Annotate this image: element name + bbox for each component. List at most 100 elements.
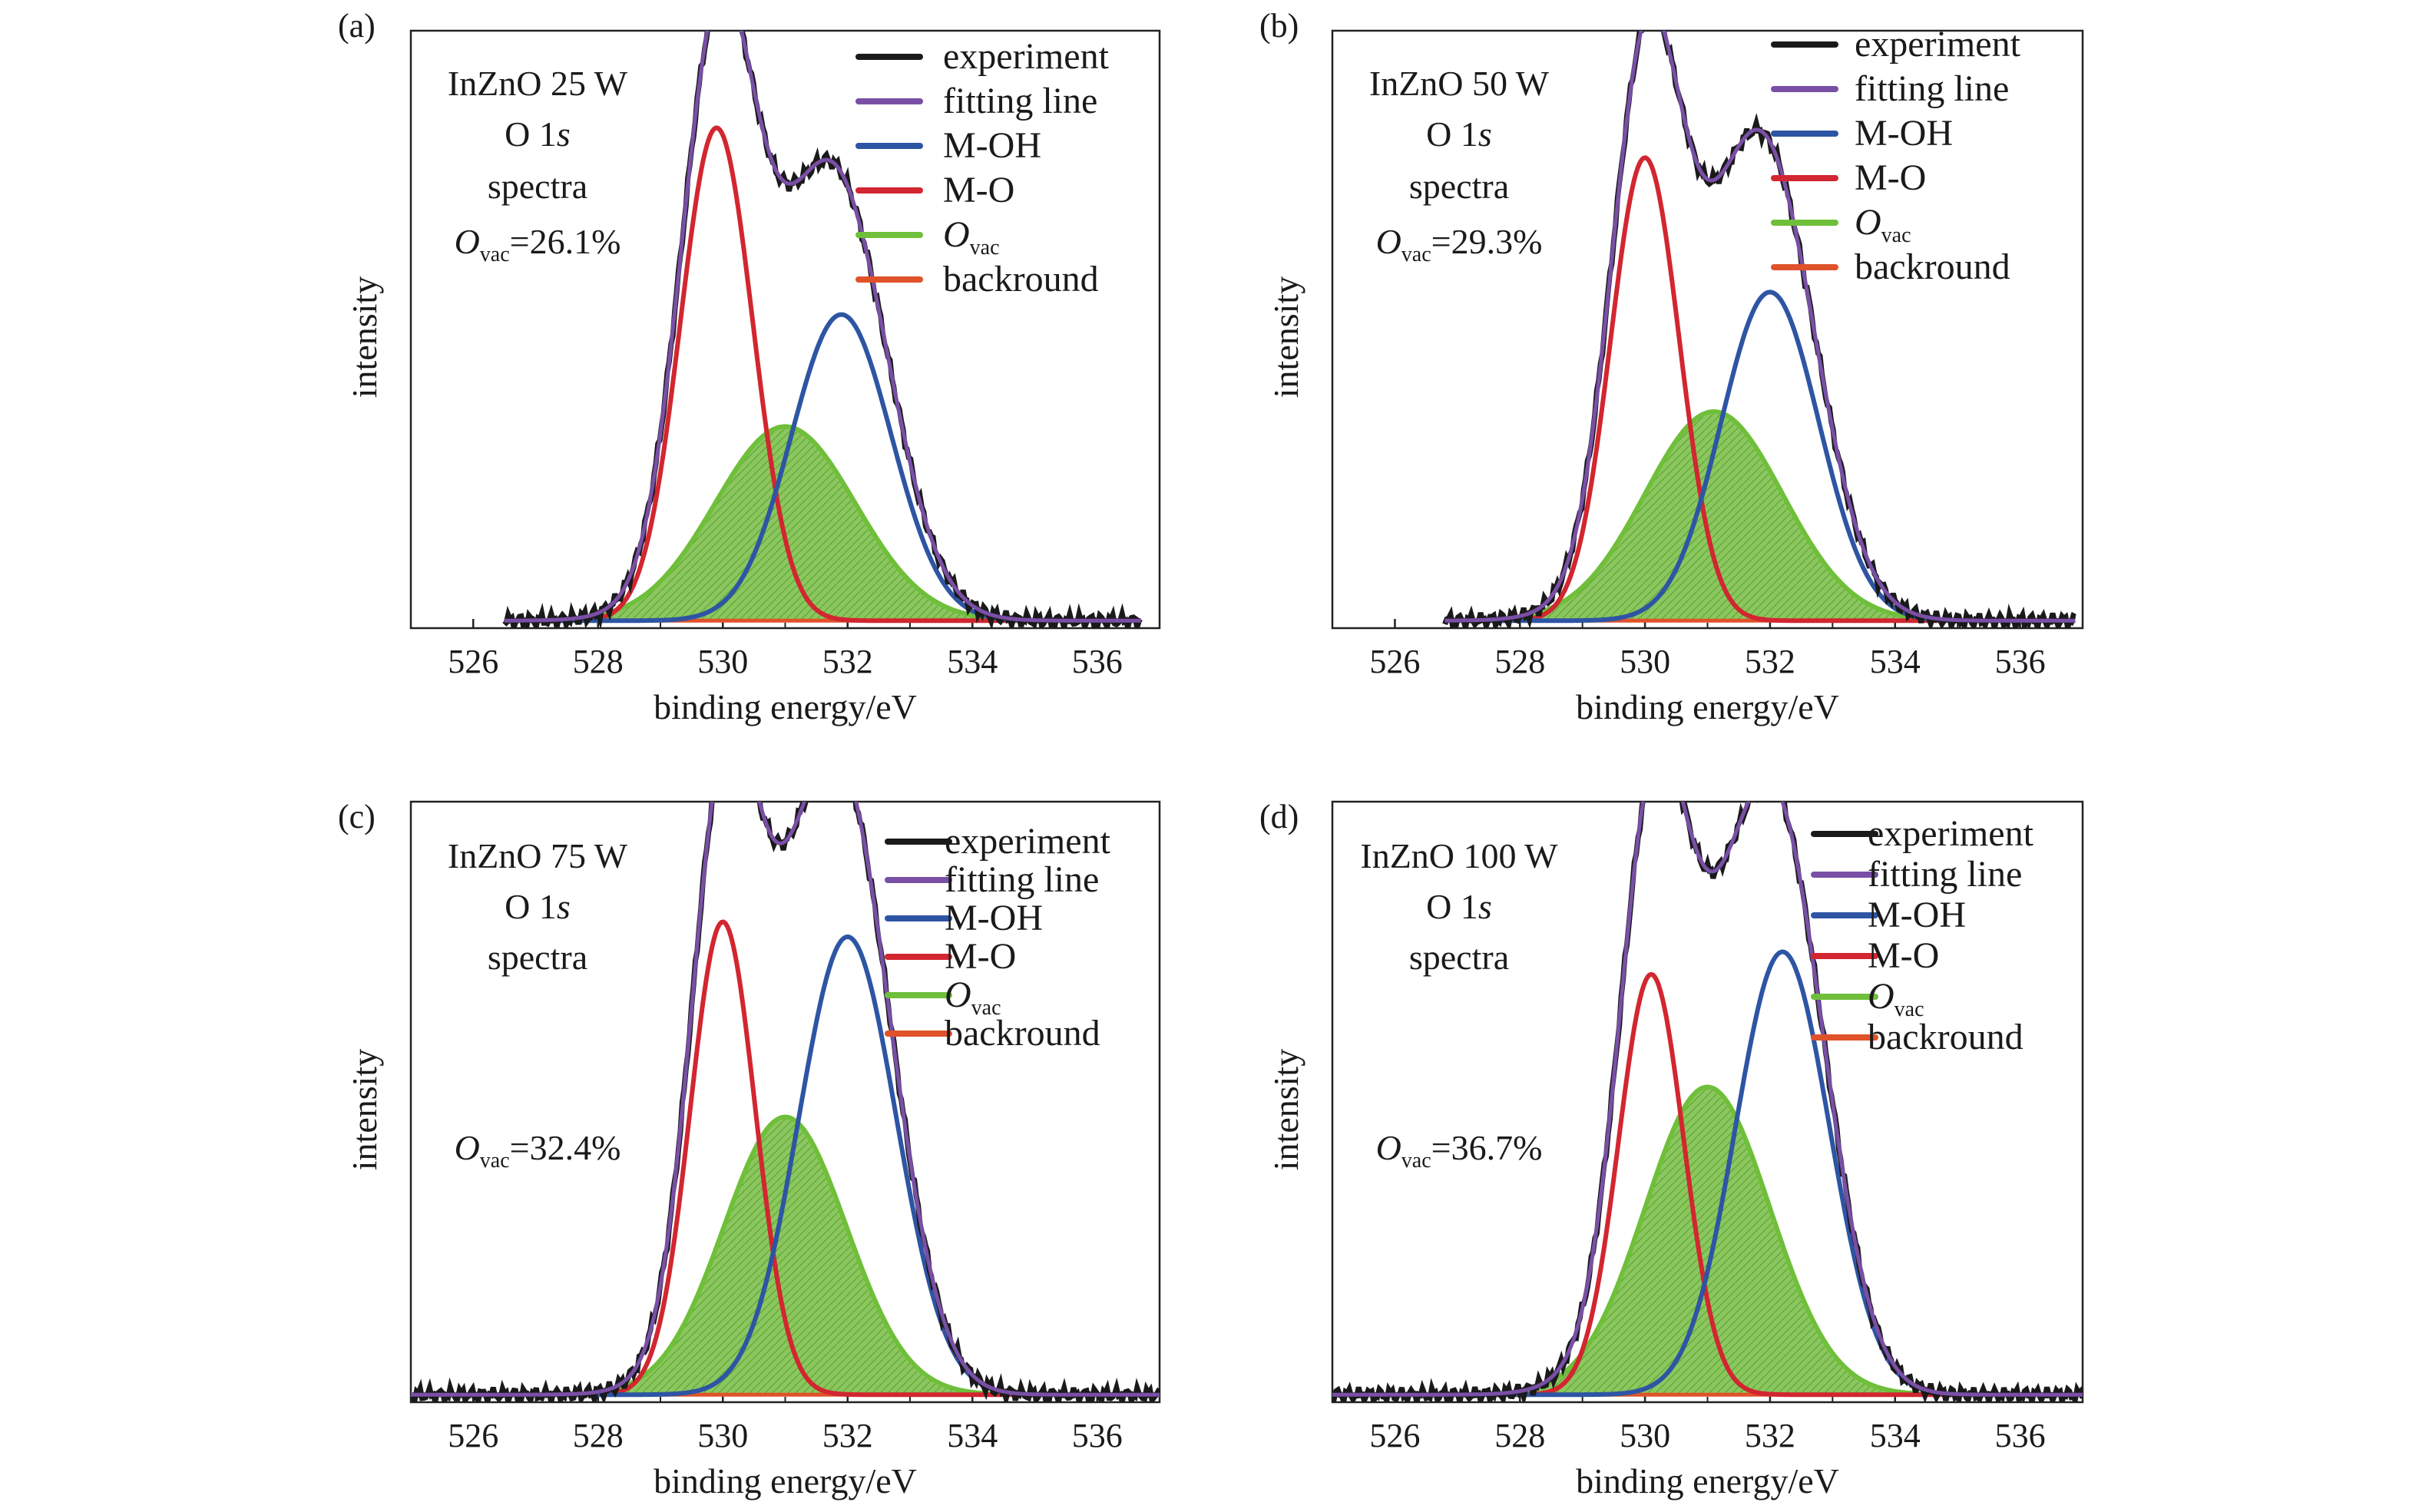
annotation-ovac: Ovac=36.7% xyxy=(1376,1128,1543,1173)
panel-d: 526 528 530 532 534 536 binding energy/eV inten… xyxy=(1259,798,2084,1500)
annotation: InZnO 100 W O 1s spectra Ovac=36.7% xyxy=(1360,836,1558,1173)
legend-label-background: backround xyxy=(1855,246,2010,287)
y-axis-title: intensity xyxy=(1266,1049,1305,1170)
y-axis-title: intensity xyxy=(345,1049,384,1170)
legend-label-moh: M-OH xyxy=(943,125,1041,166)
legend-label-moh: M-OH xyxy=(1868,895,1966,935)
x-tick-label: 526 xyxy=(448,643,498,680)
annotation: InZnO 50 W O 1s spectra Ovac=29.3% xyxy=(1369,64,1550,266)
panel-letter: (d) xyxy=(1259,798,1299,835)
annotation-title: InZnO 100 W xyxy=(1360,836,1558,875)
panel-letter: (b) xyxy=(1259,7,1299,45)
plot-area xyxy=(411,802,1160,1402)
ovac-area xyxy=(1444,412,2076,621)
x-tick-label: 536 xyxy=(1995,1417,2046,1454)
legend-label-fitting: fitting line xyxy=(1855,68,2009,109)
annotation-ovac: Ovac=32.4% xyxy=(455,1128,621,1173)
fitting-line xyxy=(1444,31,2076,623)
legend-label-background: backround xyxy=(1868,1017,2024,1057)
annotation-title: InZnO 75 W xyxy=(448,836,628,875)
legend-label-ovac: Ovac xyxy=(943,214,1000,260)
y-axis-title: intensity xyxy=(1266,276,1305,398)
x-tick-label: 532 xyxy=(1745,1417,1795,1454)
ovac-area xyxy=(504,426,1141,621)
legend-label-fitting: fitting line xyxy=(945,859,1099,900)
legend-label-mo: M-O xyxy=(1855,157,1926,198)
legend-label-ovac: Ovac xyxy=(1855,202,1911,247)
x-tick-label: 530 xyxy=(1620,1417,1670,1454)
legend-label-moh: M-OH xyxy=(1855,113,1953,154)
legend-label-experiment: experiment xyxy=(943,36,1110,77)
fitting-line xyxy=(1332,802,2083,1397)
x-tick-label: 532 xyxy=(1745,643,1795,680)
x-tick-label: 530 xyxy=(1620,643,1670,680)
plot-area xyxy=(1332,802,2083,1402)
x-tick-label: 530 xyxy=(697,643,748,680)
x-tick-label: 528 xyxy=(1494,643,1545,680)
annotation-spectrum: O 1s xyxy=(505,887,571,926)
annotation-title: InZnO 50 W xyxy=(1369,64,1550,103)
x-axis-title: binding energy/eV xyxy=(1576,687,1839,726)
x-tick-label: 528 xyxy=(573,643,624,680)
legend-label-background: backround xyxy=(943,259,1099,299)
x-tick-label: 536 xyxy=(1995,643,2046,680)
annotation-spectra: spectra xyxy=(488,167,587,206)
x-tick-label: 526 xyxy=(1369,1417,1420,1454)
annotation: InZnO 25 W O 1s spectra Ovac=26.1% xyxy=(448,64,628,266)
annotation-title: InZnO 25 W xyxy=(448,64,628,103)
panel-letter: (c) xyxy=(338,798,376,835)
ovac-area xyxy=(411,1117,1160,1395)
legend-label-mo: M-O xyxy=(1868,935,1939,976)
legend-label-fitting: fitting line xyxy=(1868,854,2022,895)
annotation-spectrum: O 1s xyxy=(1426,887,1492,926)
x-axis-title: binding energy/eV xyxy=(654,1461,917,1500)
legend-label-experiment: experiment xyxy=(1868,813,2034,854)
x-tick-label: 526 xyxy=(1369,643,1420,680)
annotation-spectrum: O 1s xyxy=(505,114,571,154)
x-axis-title: binding energy/eV xyxy=(654,687,917,726)
panel-letter: (a) xyxy=(338,7,376,45)
x-tick-label: 532 xyxy=(822,643,873,680)
annotation: InZnO 75 W O 1s spectra Ovac=32.4% xyxy=(448,836,628,1173)
x-tick-label: 536 xyxy=(1072,643,1123,680)
plot-area xyxy=(502,31,1143,628)
x-tick-label: 528 xyxy=(573,1417,624,1454)
fitting-line xyxy=(411,802,1160,1397)
legend-label-ovac: Ovac xyxy=(1868,976,1924,1021)
legend-label-background: backround xyxy=(945,1013,1100,1054)
y-axis-title: intensity xyxy=(345,276,384,398)
annotation-ovac: Ovac=26.1% xyxy=(455,222,621,266)
x-tick-label: 536 xyxy=(1072,1417,1123,1454)
legend-label-experiment: experiment xyxy=(945,821,1111,862)
annotation-spectra: spectra xyxy=(1409,167,1509,206)
annotation-spectra: spectra xyxy=(1409,938,1509,977)
panel-b: 526 528 530 532 534 536 binding energy/eV inten… xyxy=(1259,7,2084,726)
ovac-area xyxy=(1332,1087,2083,1395)
annotation-ovac: Ovac=29.3% xyxy=(1376,222,1543,266)
x-tick-label: 528 xyxy=(1494,1417,1545,1454)
legend-label-mo: M-O xyxy=(945,936,1016,977)
panel-a: 526 528 530 532 534 536 binding energy/eV inten… xyxy=(338,7,1161,726)
x-tick-label: 530 xyxy=(697,1417,748,1454)
fitting-line xyxy=(504,31,1141,623)
x-tick-label: 534 xyxy=(1870,1417,1921,1454)
panel-c: 526 528 530 532 534 536 binding energy/eV inten… xyxy=(338,798,1161,1500)
legend-label-ovac: Ovac xyxy=(945,974,1001,1020)
legend-label-moh: M-OH xyxy=(945,898,1043,938)
legend-label-fitting: fitting line xyxy=(943,81,1097,121)
annotation-spectrum: O 1s xyxy=(1426,114,1492,154)
legend-label-mo: M-O xyxy=(943,170,1014,210)
x-axis-title: binding energy/eV xyxy=(1576,1461,1839,1500)
x-tick-label: 532 xyxy=(822,1417,873,1454)
legend-label-experiment: experiment xyxy=(1855,24,2021,65)
x-tick-label: 534 xyxy=(947,643,998,680)
x-tick-label: 534 xyxy=(1870,643,1921,680)
x-tick-label: 534 xyxy=(947,1417,998,1454)
x-tick-label: 526 xyxy=(448,1417,498,1454)
plot-area xyxy=(1442,31,2077,628)
